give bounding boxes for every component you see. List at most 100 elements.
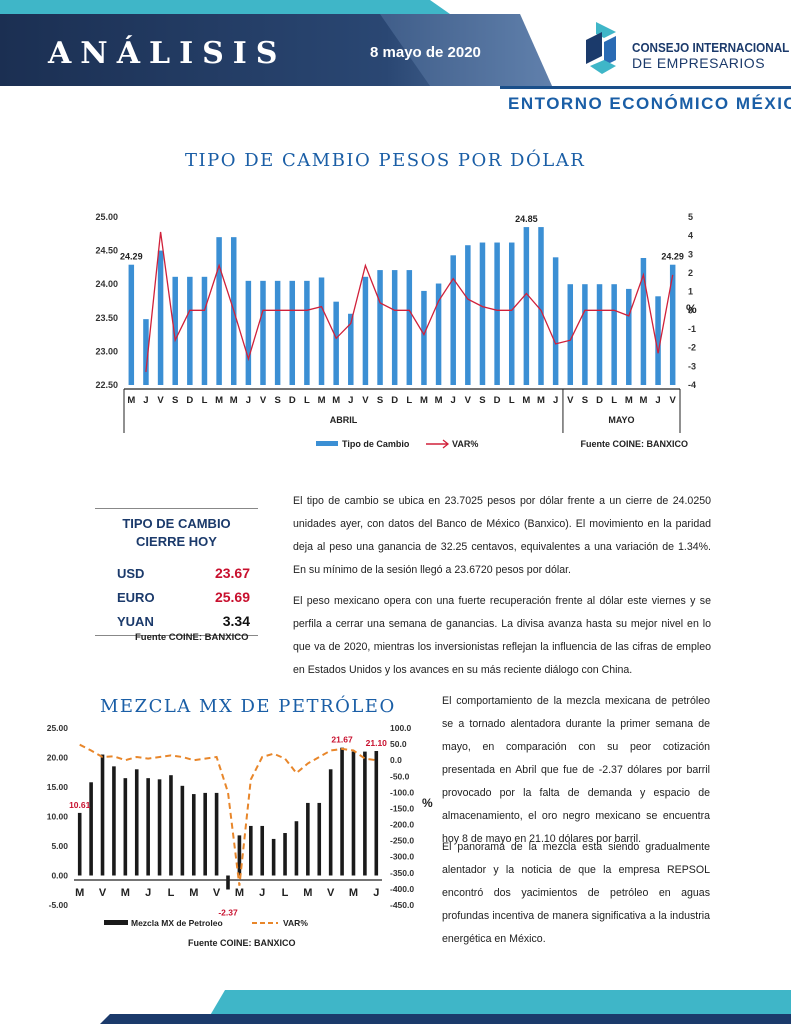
- y-tick-label: 0.00: [51, 871, 68, 881]
- bar: [226, 875, 230, 890]
- rate-label: USD: [117, 565, 145, 581]
- x-tick-label: L: [611, 395, 617, 406]
- bar: [100, 754, 105, 876]
- x-tick-label: V: [465, 395, 472, 406]
- data-label: 24.85: [515, 214, 538, 224]
- bar: [374, 751, 379, 876]
- exchange-rate-chart: 25.00 24.50 24.00 23.50 23.00 22.50 5 4 3 2 1 0 -1 -2…: [95, 212, 697, 449]
- y-tick-label: 25.00: [95, 212, 118, 222]
- x-tick-label: M: [235, 887, 244, 899]
- bar: [317, 802, 322, 876]
- bar: [494, 242, 500, 385]
- oil-paragraph-2: El panorama de la mezcla esta siendo gra…: [442, 841, 710, 945]
- rate-row-euro: EURO 25.69: [95, 585, 258, 609]
- y2-tick-label: -3: [688, 361, 696, 371]
- rate-row-yuan: YUAN 3.34: [95, 609, 258, 633]
- bar: [406, 270, 413, 385]
- x-tick-label: L: [304, 395, 310, 406]
- bar: [640, 257, 647, 385]
- oil-paragraph-1: El comportamiento de la mezcla mexicana …: [442, 695, 710, 845]
- bar: [538, 227, 544, 385]
- oil-section-title: MEZCLA MX DE PETRÓLEO: [100, 696, 396, 717]
- var-series-line: [145, 231, 674, 372]
- legend-bar-swatch: [104, 920, 128, 925]
- y2-tick-label: -250.0: [390, 836, 414, 846]
- legend-line-label: VAR%: [452, 439, 478, 449]
- bar: [112, 766, 116, 876]
- y2-tick-label: -2: [688, 343, 696, 353]
- y-tick-label: 23.50: [95, 313, 118, 323]
- bar: [89, 782, 93, 876]
- y2-tick-label: 100.0: [390, 723, 412, 733]
- bar: [582, 284, 588, 385]
- bar: [508, 242, 515, 385]
- y2-tick-label: -300.0: [390, 852, 414, 862]
- bar: [362, 276, 369, 385]
- y-tick-label: 23.00: [95, 346, 118, 356]
- bar: [351, 751, 356, 876]
- x-tick-label: V: [157, 395, 164, 406]
- oil-price-chart: 25.00 20.00 15.00 10.00 5.00 0.00 -5.00 100.0 50…: [47, 723, 433, 948]
- group-label: ABRIL: [330, 415, 358, 425]
- x-tick-label: D: [186, 395, 193, 406]
- bar: [348, 313, 354, 385]
- x-tick-label: V: [670, 395, 677, 406]
- x-tick-label: J: [348, 395, 353, 406]
- x-tick-label: V: [567, 395, 574, 406]
- section-subtitle: ENTORNO ECONÓMICO MÉXICO: [508, 94, 791, 113]
- data-label: 24.29: [120, 252, 143, 262]
- bar: [626, 288, 632, 385]
- y2-axis-label: %: [422, 796, 433, 810]
- x-tick-label: S: [582, 395, 588, 406]
- bar: [450, 255, 456, 385]
- bar: [306, 802, 310, 876]
- x-tick-label: M: [639, 395, 647, 406]
- exchange-paragraph-2: El peso mexicano opera con una fuerte re…: [293, 595, 711, 676]
- bar: [271, 838, 276, 876]
- x-tick-label: D: [391, 395, 398, 406]
- header-band: [0, 0, 552, 86]
- x-tick-label: L: [282, 887, 289, 899]
- data-label: 21.67: [331, 735, 353, 745]
- x-tick-label: V: [260, 395, 267, 406]
- bar: [363, 751, 367, 876]
- x-tick-label: J: [553, 395, 558, 406]
- bar: [377, 270, 383, 385]
- y2-tick-label: 0: [688, 305, 693, 315]
- x-tick-label: S: [377, 395, 383, 406]
- x-tick-label: M: [75, 887, 84, 899]
- legend-arrow-icon: [442, 439, 450, 449]
- x-tick-label: M: [303, 887, 312, 899]
- exchange-paragraph-1: El tipo de cambio se ubica en 23.7025 pe…: [293, 495, 711, 576]
- bar: [611, 284, 617, 385]
- org-name-line2: DE EMPRESARIOS: [632, 55, 766, 71]
- data-label: 10.61: [69, 800, 91, 810]
- x-tick-label: S: [172, 395, 178, 406]
- bar: [435, 283, 442, 385]
- bar: [123, 778, 128, 876]
- legend-bar-label: Tipo de Cambio: [342, 439, 410, 449]
- bar: [294, 821, 299, 876]
- data-label: -2.37: [218, 908, 238, 918]
- bar: [596, 284, 603, 385]
- x-tick-label: J: [451, 395, 456, 406]
- data-label: 21.10: [366, 738, 388, 748]
- coine-logo-icon: [586, 22, 616, 74]
- x-tick-label: L: [168, 887, 175, 899]
- bar: [669, 264, 676, 385]
- x-tick-label: M: [215, 395, 223, 406]
- x-tick-label: M: [625, 395, 633, 406]
- x-tick-label: M: [537, 395, 545, 406]
- x-tick-label: M: [121, 887, 130, 899]
- var-series-line: [79, 743, 377, 886]
- bar: [318, 277, 325, 385]
- rates-title-line1: TIPO DE CAMBIO: [122, 516, 231, 531]
- footer-band: [100, 990, 791, 1024]
- bar: [180, 785, 185, 876]
- y2-tick-label: -4: [688, 380, 696, 390]
- y2-tick-label: -50.0: [390, 771, 410, 781]
- y2-tick-label: 1: [688, 287, 693, 297]
- x-tick-label: J: [143, 395, 148, 406]
- y2-tick-label: 50.0: [390, 739, 407, 749]
- x-tick-label: V: [327, 887, 335, 899]
